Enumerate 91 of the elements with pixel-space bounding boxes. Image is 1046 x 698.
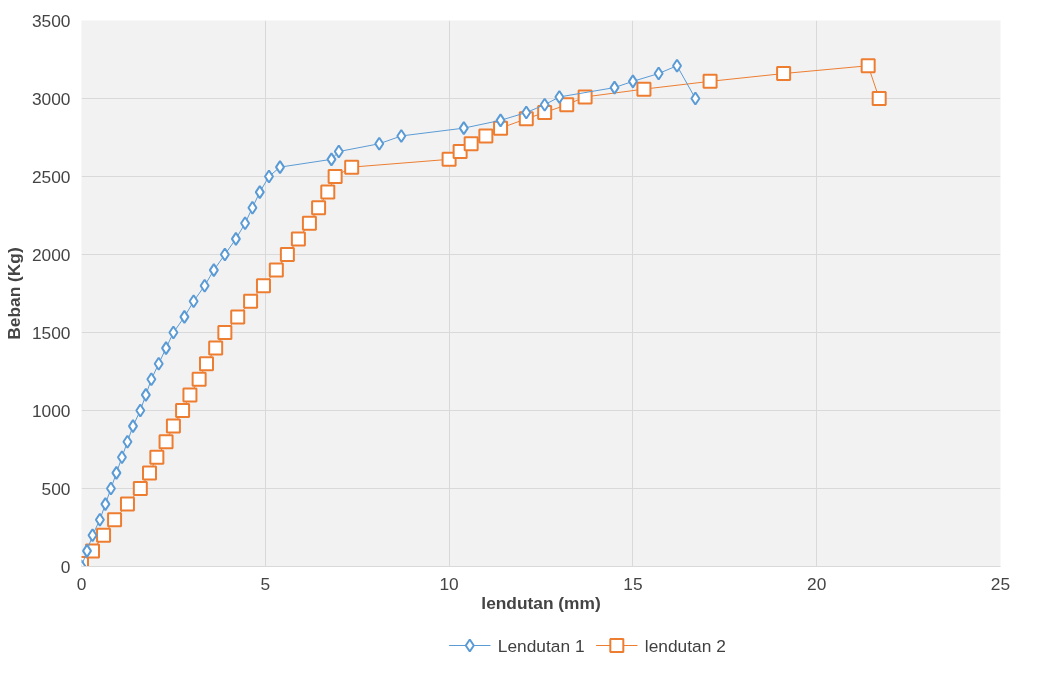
point: [559, 97, 575, 113]
point: [396, 128, 407, 143]
point: [175, 403, 191, 418]
point: [458, 121, 469, 136]
point: [255, 278, 271, 294]
point: [208, 340, 224, 356]
x-tick-label: 25: [990, 573, 1011, 594]
point: [116, 450, 127, 465]
y-tick-label: 500: [41, 478, 71, 499]
point: [158, 434, 174, 450]
y-tick-label: 2500: [31, 166, 71, 187]
x-tick-label: 15: [623, 573, 643, 594]
point: [702, 73, 718, 89]
point: [132, 481, 148, 496]
point: [142, 465, 158, 481]
point: [165, 418, 181, 434]
point: [636, 81, 652, 97]
point: [333, 144, 344, 159]
point: [168, 325, 179, 340]
point: [478, 128, 494, 144]
point: [653, 66, 664, 81]
point: [191, 371, 207, 387]
point: [140, 387, 151, 402]
point: [672, 58, 683, 73]
point: [153, 356, 164, 371]
point: [463, 136, 479, 152]
y-tick-label: 3500: [31, 10, 71, 31]
point: [690, 91, 701, 106]
point: [230, 231, 241, 246]
point: [344, 159, 360, 175]
point: [217, 325, 233, 340]
x-tick-label: 20: [807, 573, 827, 594]
point: [105, 481, 116, 496]
point: [374, 136, 385, 151]
point: [326, 152, 337, 167]
legend-label: Lendutan 1: [497, 635, 585, 656]
point: [290, 231, 306, 247]
point: [263, 169, 274, 184]
x-axis-title: lendutan (mm): [481, 592, 601, 613]
y-tick-label: 1500: [31, 322, 71, 343]
point: [87, 528, 98, 543]
point: [146, 372, 157, 387]
point: [127, 419, 138, 434]
point: [554, 89, 565, 104]
point: [327, 169, 343, 184]
point: [198, 356, 214, 372]
point: [279, 247, 295, 262]
point: [871, 91, 887, 106]
x-tick-label: 5: [260, 573, 271, 594]
point: [107, 512, 123, 528]
point: [247, 200, 258, 215]
point: [122, 434, 133, 449]
point: [149, 449, 165, 465]
x-tick-label: 10: [439, 573, 459, 594]
point: [219, 247, 230, 262]
point: [254, 185, 265, 200]
point: [311, 200, 327, 216]
point: [111, 465, 122, 480]
point: [240, 216, 251, 231]
y-axis-title: Beban (Kg): [3, 247, 24, 340]
legend-label: lendutan 2: [644, 635, 726, 656]
y-tick-label: 0: [60, 556, 71, 577]
point: [199, 278, 210, 293]
point: [577, 89, 593, 105]
point: [268, 262, 284, 278]
point: [609, 80, 620, 95]
point: [161, 341, 172, 356]
point: [94, 512, 105, 527]
point: [188, 294, 199, 309]
point: [96, 527, 112, 543]
point: [179, 309, 190, 324]
point: [320, 184, 336, 200]
point: [495, 113, 506, 128]
point: [301, 215, 317, 231]
y-tick-label: 1000: [31, 400, 71, 421]
point: [860, 58, 876, 74]
point: [119, 496, 135, 512]
point: [82, 543, 93, 558]
point: [208, 263, 219, 278]
y-tick-label: 2000: [31, 244, 71, 265]
point: [627, 74, 638, 89]
point: [182, 387, 198, 403]
point: [776, 66, 792, 82]
point: [521, 105, 532, 120]
point: [100, 497, 111, 512]
y-tick-label: 3000: [31, 88, 71, 109]
x-tick-label: 0: [76, 573, 87, 594]
point: [135, 403, 146, 418]
point: [539, 97, 550, 112]
point: [230, 309, 246, 325]
point: [243, 293, 259, 309]
